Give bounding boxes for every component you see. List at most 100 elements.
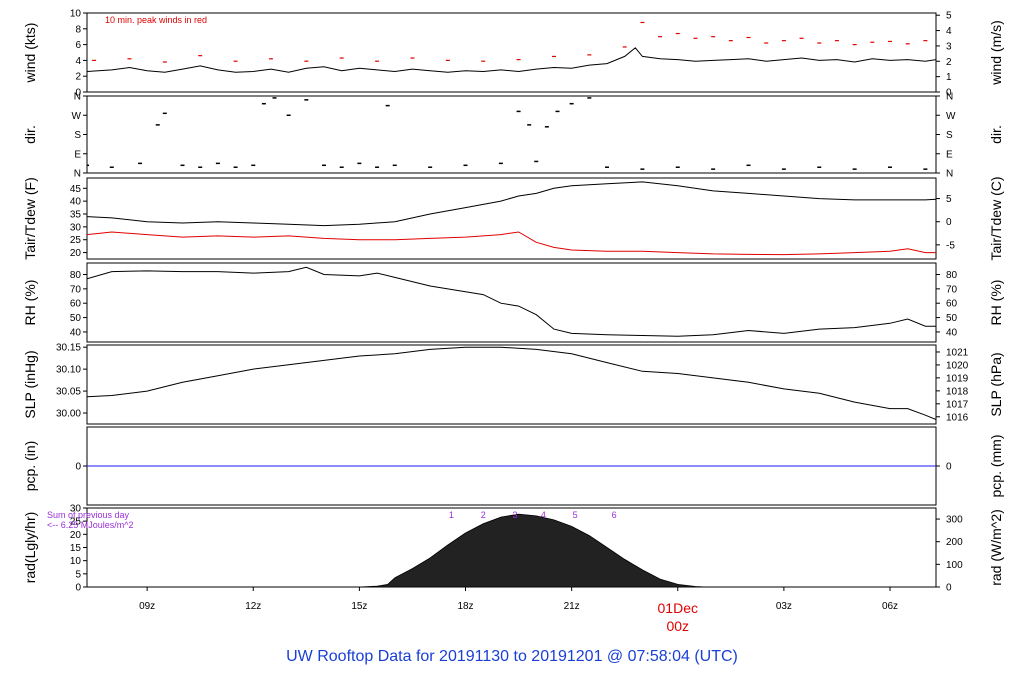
rh-ylabel-left: RH (%) [22, 280, 38, 326]
temp-ylabel-right: Tair/Tdew (C) [988, 176, 1004, 260]
time-tick-label: 15z [351, 601, 367, 612]
wind-annotation: 10 min. peak winds in red [105, 15, 207, 25]
wind-left-tick-label: 2 [75, 72, 81, 83]
rad-ylabel-left: rad(Lgly/hr) [22, 512, 38, 584]
slp-left-tick-label: 30.00 [56, 409, 81, 420]
slp-left-tick-label: 30.10 [56, 365, 81, 376]
dir-plot [87, 97, 928, 170]
rh-right-tick-label: 40 [946, 327, 958, 338]
slp-ylabel-right: SLP (hPa) [988, 352, 1004, 416]
slp-right-tick-label: 1017 [946, 399, 969, 410]
temp-left-tick-label: 30 [70, 222, 82, 233]
rh-left-tick-label: 50 [70, 313, 82, 324]
rh-frame [86, 262, 937, 343]
wind-right-tick-label: 3 [946, 41, 952, 52]
rad-left-tick-label: 0 [75, 583, 81, 594]
rad-left-tick-label: 20 [70, 530, 82, 541]
rad-hour-mark: 6 [612, 510, 617, 520]
wind-ylabel-right: wind (m/s) [988, 20, 1004, 86]
rad-right-tick-label: 0 [946, 583, 952, 594]
rad-right-tick-label: 300 [946, 515, 963, 526]
temp-left-tick-label: 35 [70, 210, 82, 221]
rh-right-tick-label: 50 [946, 313, 958, 324]
rad-ylabel-right: rad (W/m^2) [988, 509, 1004, 586]
rad-plot [359, 513, 707, 587]
temp-left-tick-label: 40 [70, 197, 82, 208]
temp-ylabel-left: Tair/Tdew (F) [22, 177, 38, 259]
slp-right-tick-label: 1016 [946, 412, 969, 423]
temp-tdew-line [87, 231, 936, 256]
pcp-left-tick-label: 0 [75, 462, 81, 473]
temp-right-tick-label: -5 [946, 240, 955, 251]
time-tick-label: 21z [564, 601, 580, 612]
rh-ylabel-right: RH (%) [988, 280, 1004, 326]
wind-left-tick-label: 0 [75, 88, 81, 99]
rad-right-tick-label: 200 [946, 537, 963, 548]
rh-left-tick-label: 70 [70, 284, 82, 295]
rad-right-tick-label: 100 [946, 560, 963, 571]
rad-left-tick-label: 5 [75, 569, 81, 580]
rad-left-tick-label: 25 [70, 517, 82, 528]
temp-left-tick-label: 20 [70, 248, 82, 259]
rh-plot [87, 266, 936, 337]
time-tick-label: 09z [139, 601, 155, 612]
wind-left-tick-label: 4 [75, 56, 81, 67]
slp-slp-line [87, 346, 936, 421]
slp-ylabel-left: SLP (inHg) [22, 350, 38, 418]
time-date-label: 01Dec [658, 600, 698, 616]
rad-hour-mark: 3 [513, 510, 518, 520]
temp-plot [87, 181, 936, 256]
dir-ylabel-left: dir. [22, 125, 38, 144]
dir-left-tick-label: W [72, 111, 82, 122]
dir-right-tick-label: E [946, 149, 953, 160]
rh-left-tick-label: 80 [70, 270, 82, 281]
dir-left-tick-label: N [74, 92, 81, 103]
slp-left-tick-label: 30.05 [56, 387, 81, 398]
temp-frame [86, 177, 937, 260]
wind-left-tick-label: 8 [75, 24, 81, 35]
slp-right-tick-label: 1021 [946, 347, 969, 358]
wind-frame [86, 12, 937, 93]
time-tick-label: 06z [882, 601, 898, 612]
temp-left-tick-label: 25 [70, 235, 82, 246]
slp-left-tick-label: 30.15 [56, 343, 81, 354]
dir-frame [86, 95, 937, 174]
dir-left-tick-label: S [74, 130, 81, 141]
wind-right-tick-label: 4 [946, 26, 952, 37]
slp-right-tick-label: 1020 [946, 360, 969, 371]
rh-left-tick-label: 40 [70, 327, 82, 338]
wind-left-tick-label: 10 [70, 9, 82, 20]
rad-annotation-line: Sum of previous day [47, 510, 130, 520]
rad-left-tick-label: 30 [70, 504, 82, 515]
dir-left-tick-label: E [74, 149, 81, 160]
rad-area [359, 513, 707, 587]
time-tick-label: 03z [776, 601, 792, 612]
chart-footer-title: UW Rooftop Data for 20191130 to 20191201… [286, 648, 738, 665]
slp-right-tick-label: 1018 [946, 386, 969, 397]
temp-right-tick-label: 5 [946, 194, 952, 205]
rad-left-tick-label: 10 [70, 556, 82, 567]
slp-right-tick-label: 1019 [946, 373, 969, 384]
wind-right-tick-label: 2 [946, 57, 952, 68]
rh-rh-line [87, 266, 936, 337]
temp-left-tick-label: 45 [70, 184, 82, 195]
panel-pcp: 0 0 pcp. (in) pcp. (mm) [22, 426, 1004, 506]
slp-frame [86, 344, 937, 425]
dir-right-tick-label: S [946, 130, 953, 141]
slp-plot [87, 346, 936, 421]
rh-right-tick-label: 70 [946, 284, 958, 295]
rh-right-tick-label: 60 [946, 299, 958, 310]
temp-right-tick-label: 0 [946, 217, 952, 228]
pcp-ylabel-left: pcp. (in) [22, 441, 38, 492]
rad-hour-mark: 1 [449, 510, 454, 520]
rad-hour-mark: 2 [481, 510, 486, 520]
wind-ylabel-left: wind (kts) [22, 23, 38, 84]
panel-wind: 0 2 4 6 8 10 0 1 2 3 4 5 wind (kts) wind (m/s) 10 min.… [22, 9, 1004, 99]
time-tick-label: 12z [245, 601, 261, 612]
wind-right-tick-label: 1 [946, 72, 952, 83]
rad-annotation-line: <-- 6.25 MJoules/m^2 [47, 520, 134, 530]
